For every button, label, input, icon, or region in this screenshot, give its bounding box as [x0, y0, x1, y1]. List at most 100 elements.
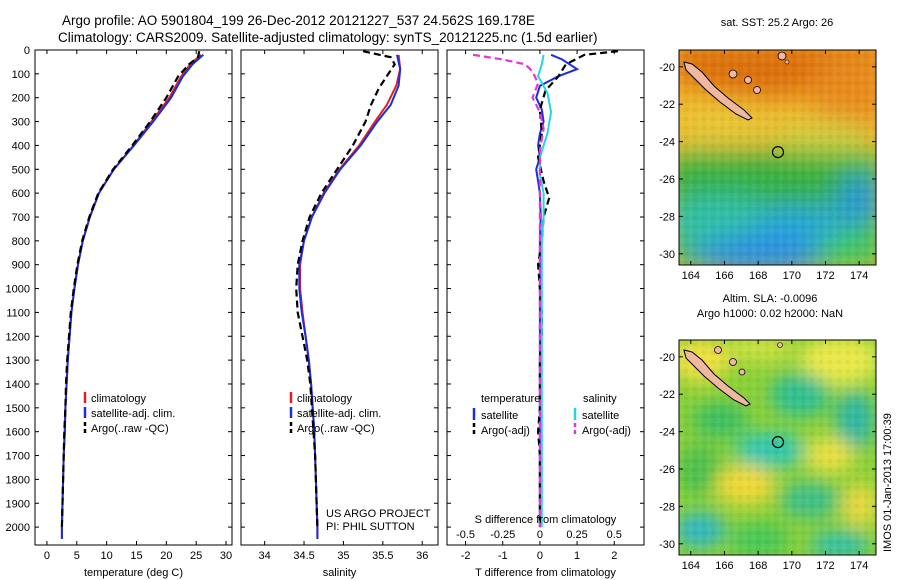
panel-frame: [240, 49, 439, 546]
series-line-argo-adj-: [472, 53, 545, 528]
map-x-tick-label: 172: [816, 270, 834, 282]
legend-label: climatology: [91, 393, 147, 405]
map-x-tick-label: 174: [850, 270, 868, 282]
x-tick-label: 2: [611, 550, 617, 562]
panel-frame: [34, 49, 233, 546]
y-tick-label: 2000: [6, 522, 30, 534]
island-sla-small: [777, 342, 783, 348]
legend-label: satellite-adj. clim.: [297, 408, 381, 420]
x-tick-label: 10: [101, 550, 113, 562]
map-x-tick-label: 166: [715, 560, 733, 572]
x-tick-label: 34.5: [293, 550, 314, 562]
loyalty-island-sst-2: [744, 76, 752, 84]
x-tick-label: 15: [130, 550, 142, 562]
map-x-tick-label: 164: [682, 270, 700, 282]
map-y-tick-label: -24: [659, 427, 675, 439]
x-tick-label: 35.5: [372, 550, 393, 562]
sla-map-axes: 164 166 168 170 172 174 -20 -22 -24 -26 -28 -30: [659, 340, 876, 572]
series-line-argo-adj-: [536, 50, 619, 528]
island-sst-small: [784, 59, 790, 65]
map-y-tick-label: -20: [659, 62, 675, 74]
sla-map-field: [679, 340, 876, 555]
argo-profile-marker-sst: [771, 146, 785, 159]
profile-panel-2: 34 34.5 35 35.5 36 salinity climatology satelli…: [240, 49, 439, 579]
loyalty-island-sla-2: [729, 358, 737, 366]
map-x-tick-label: 166: [715, 270, 733, 282]
map-y-tick-label: -26: [659, 464, 675, 476]
x-tick-label: 36: [416, 550, 428, 562]
map-y-tick-label: -22: [659, 389, 675, 401]
y-tick-label: 600: [12, 188, 30, 200]
new-caledonia-landmass-sst: [683, 61, 753, 121]
y-tick-label: 700: [12, 212, 30, 224]
map-x-tick-label: 168: [749, 560, 767, 572]
legend-label: Argo(-adj): [582, 425, 631, 437]
s-tick-label: 0.25: [566, 529, 587, 541]
x-tick-label: 25: [190, 550, 202, 562]
y-tick-label: 1700: [6, 451, 30, 463]
y-tick-label: 300: [12, 117, 30, 129]
map-y-tick-label: -30: [659, 539, 675, 551]
loyalty-island-sst-1: [728, 69, 738, 79]
s-tick-label: 0.5: [607, 529, 622, 541]
panel-frame: [446, 49, 645, 546]
loyalty-island-sst-3: [753, 86, 761, 94]
y-tick-label: 1500: [6, 403, 30, 415]
y-tick-label: 1900: [6, 498, 30, 510]
pi-annotation: PI: PHIL SUTTON: [326, 521, 415, 533]
series-line-satellite-adj-clim-: [298, 54, 402, 539]
loyalty-island-sla-3: [738, 368, 746, 376]
s-tick-label: 0: [537, 529, 543, 541]
x-axis-label: salinity: [323, 567, 357, 579]
map-x-tick-label: 170: [783, 560, 801, 572]
legend-heading-salinity: salinity: [583, 393, 617, 405]
sst-map-title: sat. SST: 25.2 Argo: 26: [721, 17, 834, 29]
argo-profile-marker-sla: [771, 436, 785, 449]
y-tick-label: 1400: [6, 379, 30, 391]
x-tick-label: 20: [160, 550, 172, 562]
map-x-tick-label: 174: [850, 560, 868, 572]
map-y-tick-label: -28: [659, 211, 675, 223]
s-tick-label: -0.5: [456, 529, 475, 541]
x-tick-label: 5: [74, 550, 80, 562]
x-tick-label: 1: [574, 550, 580, 562]
sla-map-title-line1: Altim. SLA: -0.0096: [723, 293, 818, 305]
y-tick-label: 100: [12, 69, 30, 81]
x-tick-label: -2: [461, 550, 471, 562]
map-y-tick-label: -26: [659, 174, 675, 186]
sla-map: Altim. SLA: -0.0096 Argo h1000: 0.02 h20…: [659, 293, 877, 572]
profile-panels: 0100200300400500600700800900100011001200…: [6, 45, 645, 579]
sst-map: sat. SST: 25.2 Argo: 26: [659, 17, 877, 282]
legend-heading-temperature: temperature: [481, 393, 540, 405]
x-tick-label: -1: [498, 550, 508, 562]
legend-label: satellite: [582, 410, 619, 422]
y-tick-label: 400: [12, 140, 30, 152]
map-y-tick-label: -22: [659, 99, 675, 111]
map-y-tick-label: -28: [659, 501, 675, 513]
map-x-tick-label: 168: [749, 270, 767, 282]
series-line-argo-raw-qc-: [60, 50, 201, 528]
x-tick-label: 30: [220, 550, 232, 562]
s-axis-label: S difference from climatology: [475, 514, 617, 526]
map-x-tick-label: 172: [816, 560, 834, 572]
sst-map-field: [679, 50, 876, 265]
x-tick-label: 0: [537, 550, 543, 562]
series-line-argo-raw-qc-: [295, 50, 396, 528]
series-line-satellite: [537, 54, 553, 528]
y-tick-label: 200: [12, 93, 30, 105]
legend-label: Argo(..raw -QC): [297, 423, 375, 435]
sla-map-title-line2: Argo h1000: 0.02 h2000: NaN: [697, 308, 843, 320]
y-tick-label: 1800: [6, 474, 30, 486]
y-tick-label: 1100: [6, 307, 30, 319]
profile-panel-3: -2 -1 0 1 2 T difference from climatology temp…: [446, 49, 645, 579]
series-line-climatology: [60, 54, 202, 539]
x-tick-label: 0: [44, 550, 50, 562]
y-tick-label: 800: [12, 236, 30, 248]
y-tick-label: 500: [12, 164, 30, 176]
x-axis-label: temperature (deg C): [84, 567, 183, 579]
x-axis-label: T difference from climatology: [475, 567, 616, 579]
s-tick-label: -0.25: [490, 529, 515, 541]
legend-label: climatology: [297, 393, 353, 405]
legend-label: satellite-adj. clim.: [91, 408, 175, 420]
figure-title-line2: Climatology: CARS2009. Satellite-adjuste…: [58, 30, 598, 45]
